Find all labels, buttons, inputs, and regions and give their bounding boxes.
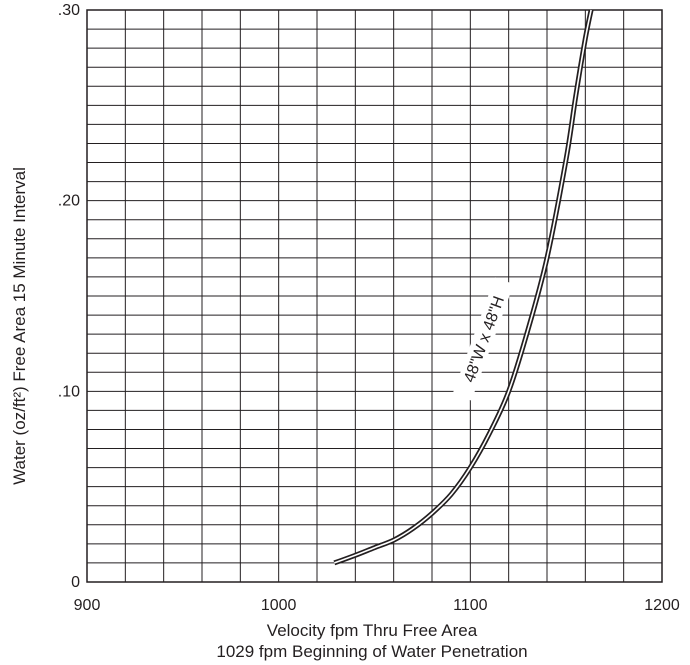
- x-axis-title: Velocity fpm Thru Free Area: [267, 621, 478, 640]
- x-tick-label: 900: [74, 597, 101, 614]
- series-label-background: [452, 277, 514, 401]
- series-line-inner: [334, 9, 592, 564]
- x-tick-label: 1200: [644, 597, 680, 614]
- x-tick-labels: 900 1000 1100 1200: [74, 597, 680, 614]
- y-tick-labels: .30 .20 .10 0: [58, 2, 80, 591]
- y-tick-label: .20: [58, 193, 80, 210]
- y-axis-title: Water (oz/ft²) Free Area 15 Minute Inter…: [10, 167, 29, 485]
- x-axis-note: 1029 fpm Beginning of Water Penetration: [216, 642, 527, 661]
- plot-frame: [86, 9, 663, 583]
- x-tick-label: 1100: [453, 597, 488, 614]
- x-tick-label: 1000: [261, 597, 297, 614]
- y-tick-label: 0: [71, 574, 80, 591]
- grid: [87, 10, 662, 582]
- series-layer: 48"W x 48"H: [333, 9, 594, 566]
- y-tick-label: .30: [58, 2, 80, 19]
- y-tick-label: .10: [58, 383, 80, 400]
